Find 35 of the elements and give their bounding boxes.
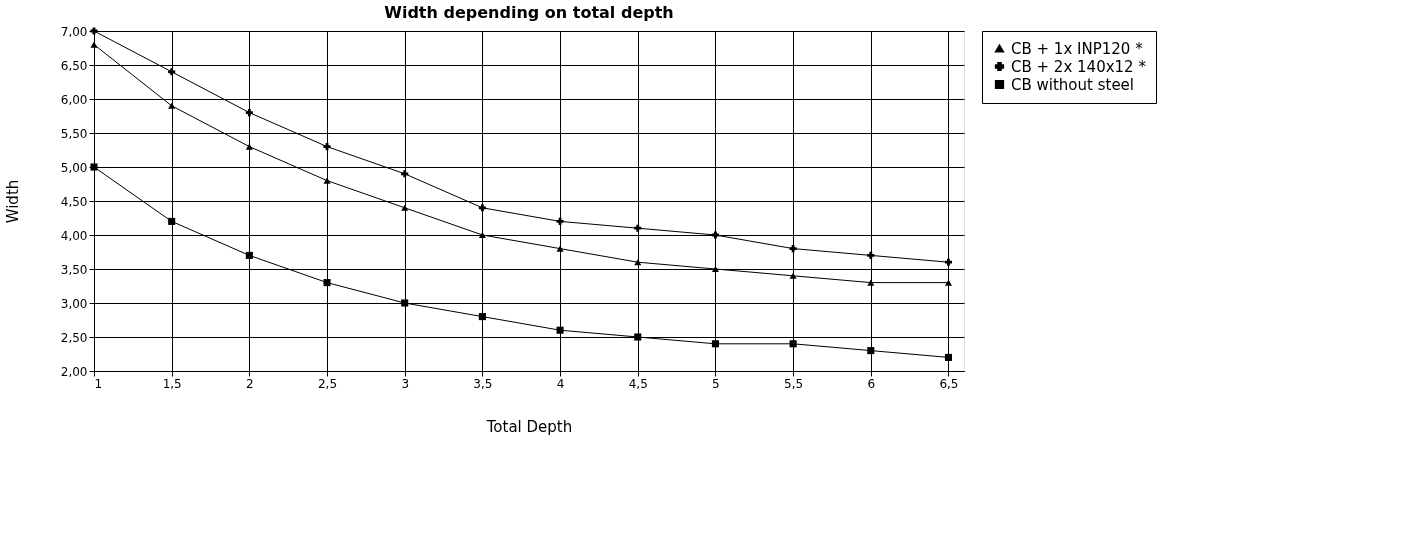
x-tick-label: 1	[94, 376, 103, 391]
x-tick-label: 2,5	[317, 376, 338, 391]
legend-label: CB + 2x 140x12 *	[1011, 57, 1147, 76]
chart-title: Width depending on total depth	[384, 3, 674, 22]
y-tick-label: 5,50	[60, 126, 88, 141]
y-tick-label: 5,00	[60, 160, 88, 175]
x-tick-label: 5	[712, 376, 720, 391]
y-tick-label: 2,00	[60, 364, 88, 379]
x-tick-label: 1,5	[162, 376, 182, 391]
y-tick-label: 7,00	[60, 24, 88, 39]
y-tick-label: 3,00	[60, 296, 88, 311]
y-tick-label: 6,50	[60, 58, 88, 73]
x-tick-label: 3,5	[473, 376, 493, 391]
point	[944, 279, 952, 286]
y-tick-label: 4,00	[60, 228, 88, 243]
point	[944, 353, 952, 361]
point	[634, 333, 642, 341]
point	[401, 299, 409, 307]
x-tick-label: 5,5	[784, 376, 804, 391]
x-tick-label: 4,5	[628, 376, 648, 391]
point	[867, 279, 875, 286]
y-tick-label: 3,50	[60, 262, 88, 277]
x-tick-label: 2	[246, 376, 254, 391]
x-tick-label: 6	[867, 376, 876, 391]
y-tick-label: 4,50	[60, 194, 88, 209]
x-tick-label: 4	[556, 376, 565, 391]
legend-label: CB + 1x INP120 *	[1011, 39, 1144, 58]
y-tick-label: 6,00	[60, 92, 88, 107]
y-tick-label: 2,50	[60, 330, 88, 345]
x-axis-title: Total Depth	[485, 417, 573, 436]
point	[323, 279, 331, 287]
x-tick-label: 6,5	[939, 376, 959, 391]
x-tick-label: 3	[401, 376, 410, 391]
y-axis-title: Width	[3, 179, 22, 224]
legend-label: CB without steel	[1011, 75, 1135, 94]
